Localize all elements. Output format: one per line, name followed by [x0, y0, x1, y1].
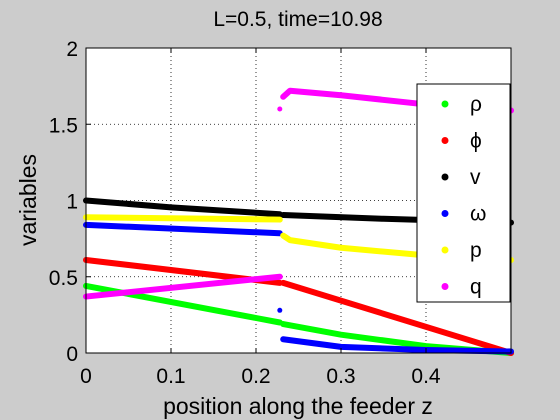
legend-marker — [441, 137, 449, 144]
series-trace — [83, 197, 283, 218]
y-tick-label: 1 — [66, 191, 78, 214]
chart-title: L=0.5, time=10.98 — [213, 8, 382, 31]
legend-label: ϕ — [470, 130, 482, 153]
series-trace — [83, 214, 283, 223]
x-tick-label: 0.4 — [411, 365, 441, 388]
y-tick-label: 0 — [66, 343, 78, 366]
series-trace — [280, 279, 514, 356]
series-3 — [83, 221, 514, 355]
series-trace — [83, 221, 283, 237]
legend-label: q — [470, 276, 482, 299]
legend-marker — [441, 100, 449, 108]
legend-label: ρ — [470, 93, 482, 116]
x-tick-label: 0.2 — [241, 365, 270, 388]
x-tick-label: 0 — [80, 365, 92, 388]
y-tick-label: 1.5 — [49, 114, 78, 137]
y-axis-label: variables — [15, 154, 41, 246]
legend-label: ω — [470, 203, 486, 226]
series-trace — [280, 336, 514, 355]
legend-marker — [441, 283, 449, 290]
x-tick-label: 0.1 — [156, 365, 185, 388]
series-trace — [83, 273, 283, 300]
series-layer — [83, 87, 514, 356]
y-tick-label: 0.5 — [49, 267, 78, 290]
legend-marker — [441, 246, 449, 254]
legend-label: p — [470, 239, 482, 262]
axis-ticks: 0 0.1 0.2 0.3 0.4 0 0.5 1 1.5 2 — [49, 38, 511, 388]
legend-label: v — [470, 166, 481, 189]
legend-marker — [441, 210, 449, 217]
series-point — [277, 106, 283, 112]
legend-marker — [441, 173, 449, 181]
y-tick-label: 2 — [66, 38, 78, 61]
legend-box — [416, 83, 511, 303]
x-tick-label: 0.3 — [326, 365, 355, 388]
x-axis-label: position along the feeder z — [163, 393, 433, 419]
series-point — [277, 307, 283, 313]
